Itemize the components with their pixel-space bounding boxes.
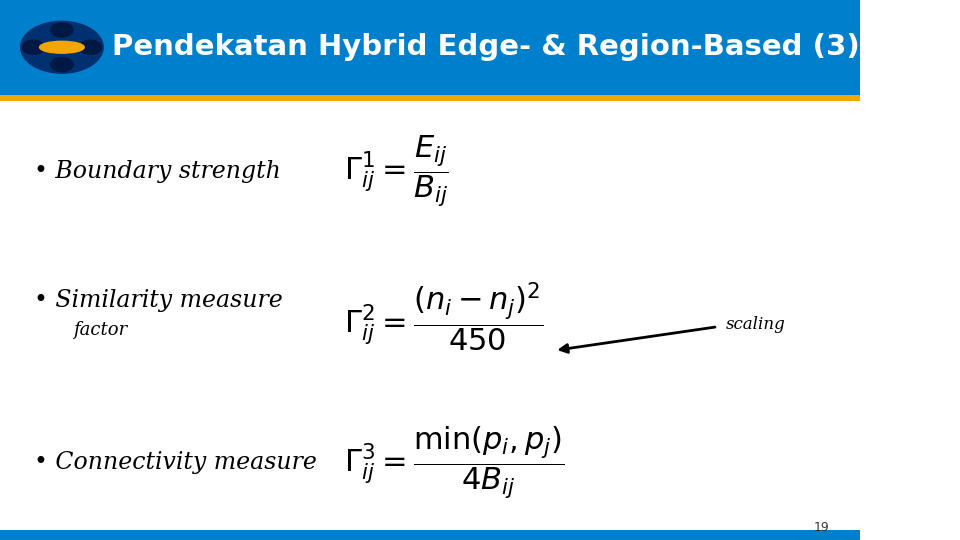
Text: $\Gamma^{2}_{ij} = \dfrac{(n_i - n_j)^2}{450}$: $\Gamma^{2}_{ij} = \dfrac{(n_i - n_j)^2}… — [344, 280, 543, 354]
Text: $\Gamma^{3}_{ij} = \dfrac{\min(p_i, p_j)}{4B_{ij}}$: $\Gamma^{3}_{ij} = \dfrac{\min(p_i, p_j)… — [344, 424, 564, 501]
Text: Pendekatan Hybrid Edge- & Region-Based (3): Pendekatan Hybrid Edge- & Region-Based (… — [111, 33, 859, 61]
Text: • Connectivity measure: • Connectivity measure — [35, 451, 317, 474]
FancyBboxPatch shape — [0, 0, 859, 94]
Text: 19: 19 — [814, 521, 829, 534]
Text: • Boundary strength: • Boundary strength — [35, 160, 281, 183]
FancyBboxPatch shape — [0, 94, 859, 101]
Circle shape — [51, 57, 73, 71]
Circle shape — [79, 40, 102, 54]
Circle shape — [51, 23, 73, 37]
Text: $\Gamma^{1}_{ij} = \dfrac{E_{ij}}{B_{ij}}$: $\Gamma^{1}_{ij} = \dfrac{E_{ij}}{B_{ij}… — [344, 133, 448, 209]
Text: scaling: scaling — [727, 315, 786, 333]
Text: • Similarity measure: • Similarity measure — [35, 289, 283, 312]
FancyBboxPatch shape — [0, 530, 859, 540]
Circle shape — [22, 40, 45, 54]
Circle shape — [20, 21, 103, 73]
Ellipse shape — [39, 41, 84, 53]
Text: factor: factor — [73, 321, 128, 340]
